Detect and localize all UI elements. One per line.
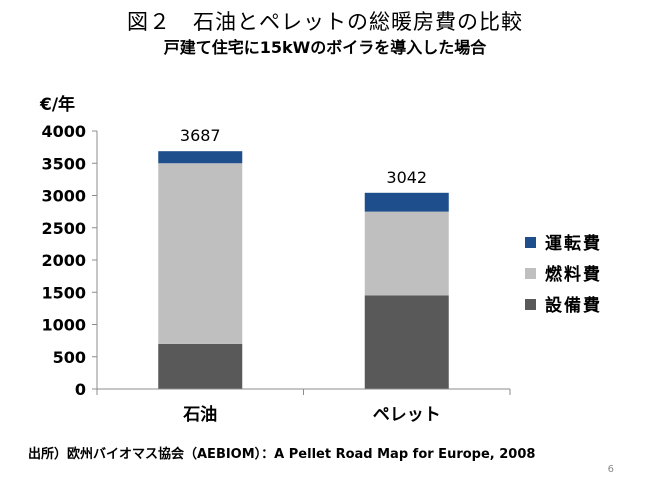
x-tick-label: 石油 <box>182 404 217 425</box>
x-axis-ticks: 石油 ペレット <box>182 404 441 425</box>
axes <box>96 131 511 395</box>
legend-swatch <box>525 299 536 310</box>
chart-subtitle: 戸建て住宅に15kWのボイラを導入した場合 <box>163 38 487 57</box>
bar-total-label: 3687 <box>180 126 221 145</box>
legend-label: 燃料費 <box>545 264 602 285</box>
legend-swatch <box>525 237 536 248</box>
bar-segment-0-2 <box>158 151 243 164</box>
x-tick-label: ペレット <box>373 405 441 425</box>
bars <box>158 151 449 389</box>
legend-label: 運転費 <box>545 233 602 254</box>
y-axis-label: €/年 <box>39 94 75 115</box>
y-axis-ticks: 0 500 1000 1500 2000 2500 3000 3500 4000 <box>41 122 97 399</box>
bar-segment-1-0 <box>364 295 449 389</box>
y-tick-label: 3000 <box>41 187 86 206</box>
y-tick-label: 0 <box>75 380 86 399</box>
bar-segment-0-1 <box>158 163 243 344</box>
source-note: 出所）欧州バイオマス協会（AEBIOM）：A Pellet Road Map f… <box>28 447 536 462</box>
bar-total-labels: 3687 3042 <box>180 126 427 187</box>
y-tick-label: 2500 <box>41 219 86 238</box>
y-tick-label: 1000 <box>41 316 86 335</box>
legend-label: 設備費 <box>545 295 602 316</box>
y-tick-label: 1500 <box>41 283 86 302</box>
page-number: 6 <box>607 464 614 475</box>
legend-swatch <box>525 268 536 279</box>
y-tick-label: 4000 <box>41 122 86 141</box>
y-tick-label: 3500 <box>41 154 86 173</box>
y-tick-label: 500 <box>53 348 86 367</box>
bar-segment-1-1 <box>364 211 449 296</box>
bar-segment-0-0 <box>158 343 243 389</box>
bar-segment-1-2 <box>364 192 449 212</box>
y-tick-label: 2000 <box>41 251 86 270</box>
chart-title: 図２ 石油とペレットの総暖房費の比較 <box>127 10 523 34</box>
bar-total-label: 3042 <box>386 168 427 187</box>
